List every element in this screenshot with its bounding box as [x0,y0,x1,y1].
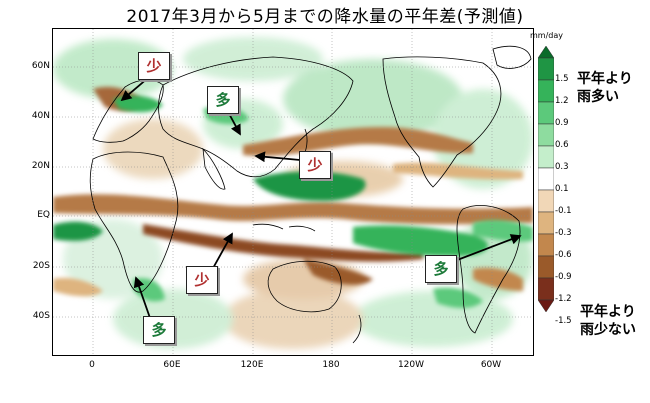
colorbar-segment [538,167,554,191]
colorbar-tick-label: -0.3 [555,228,572,238]
colorbar-unit: mm/day [530,31,563,40]
dry-legend: 平年より 雨少ない [580,303,636,339]
annotation-japan-dry: 少 [299,151,331,179]
lat-label-40n: 40N [31,111,50,121]
annotation-indonesia-dry: 少 [186,266,218,294]
colorbar-segment [538,233,554,257]
lat-label-eq: EQ [37,210,50,220]
map-canvas [53,29,533,355]
colorbar-tick-label: 0.3 [555,162,569,172]
colorbar-top-arrow [538,46,554,59]
wet-legend-line1: 平年より [577,71,633,87]
lon-label-180: 180 [322,360,340,370]
colorbar-segment [538,57,554,81]
colorbar-segment [538,123,554,147]
colorbar-bottom-arrow [538,299,554,313]
colorbar-segment [538,255,554,279]
colorbar [538,46,554,313]
lon-label-120e: 120E [240,360,264,370]
lon-label-60e: 60E [163,360,181,370]
colorbar-segment [538,189,554,213]
dry-legend-line2: 雨少ない [580,322,636,338]
precipitation-anomaly-map [52,28,534,356]
colorbar-tick-label: -0.6 [555,250,572,260]
map-title: 2017年3月から5月までの降水量の平年差(予測値) [126,7,524,27]
colorbar-tick-label: 0.1 [555,184,569,194]
colorbar-tick-label: 1.5 [555,74,569,84]
gridlines [53,29,533,355]
lat-label-20n: 20N [31,161,50,171]
colorbar-tick-label: 0.9 [555,118,569,128]
colorbar-segment [538,211,554,235]
annotation-china-wet: 多 [207,86,239,114]
colorbar-segment [538,145,554,169]
wet-legend-line2: 雨多い [577,89,619,105]
lat-label-40s: 40S [32,311,50,321]
annotation-europe-dry: 少 [138,52,170,80]
colorbar-tick-label: -1.2 [555,294,572,304]
dry-legend-line1: 平年より [580,304,636,320]
lat-label-60n: 60N [31,61,50,71]
colorbar-tick-label: 0.6 [555,140,569,150]
colorbar-tick-label: -0.1 [555,206,572,216]
colorbar-segment [538,79,554,103]
colorbar-tick-label: 1.2 [555,96,569,106]
lat-label-20s: 20S [32,261,50,271]
colorbar-tick-label: -0.9 [555,272,572,282]
lon-label-120w: 120W [397,360,425,370]
colorbar-segment [538,101,554,125]
lon-label-60w: 60W [480,360,502,370]
colorbar-tick-label: -1.5 [555,316,572,326]
lon-label-0: 0 [89,360,95,370]
colorbar-segment [538,277,554,301]
wet-legend: 平年より 雨多い [577,70,633,106]
annotation-africa-wet: 多 [143,316,175,344]
annotation-south-america-wet: 多 [425,255,457,283]
